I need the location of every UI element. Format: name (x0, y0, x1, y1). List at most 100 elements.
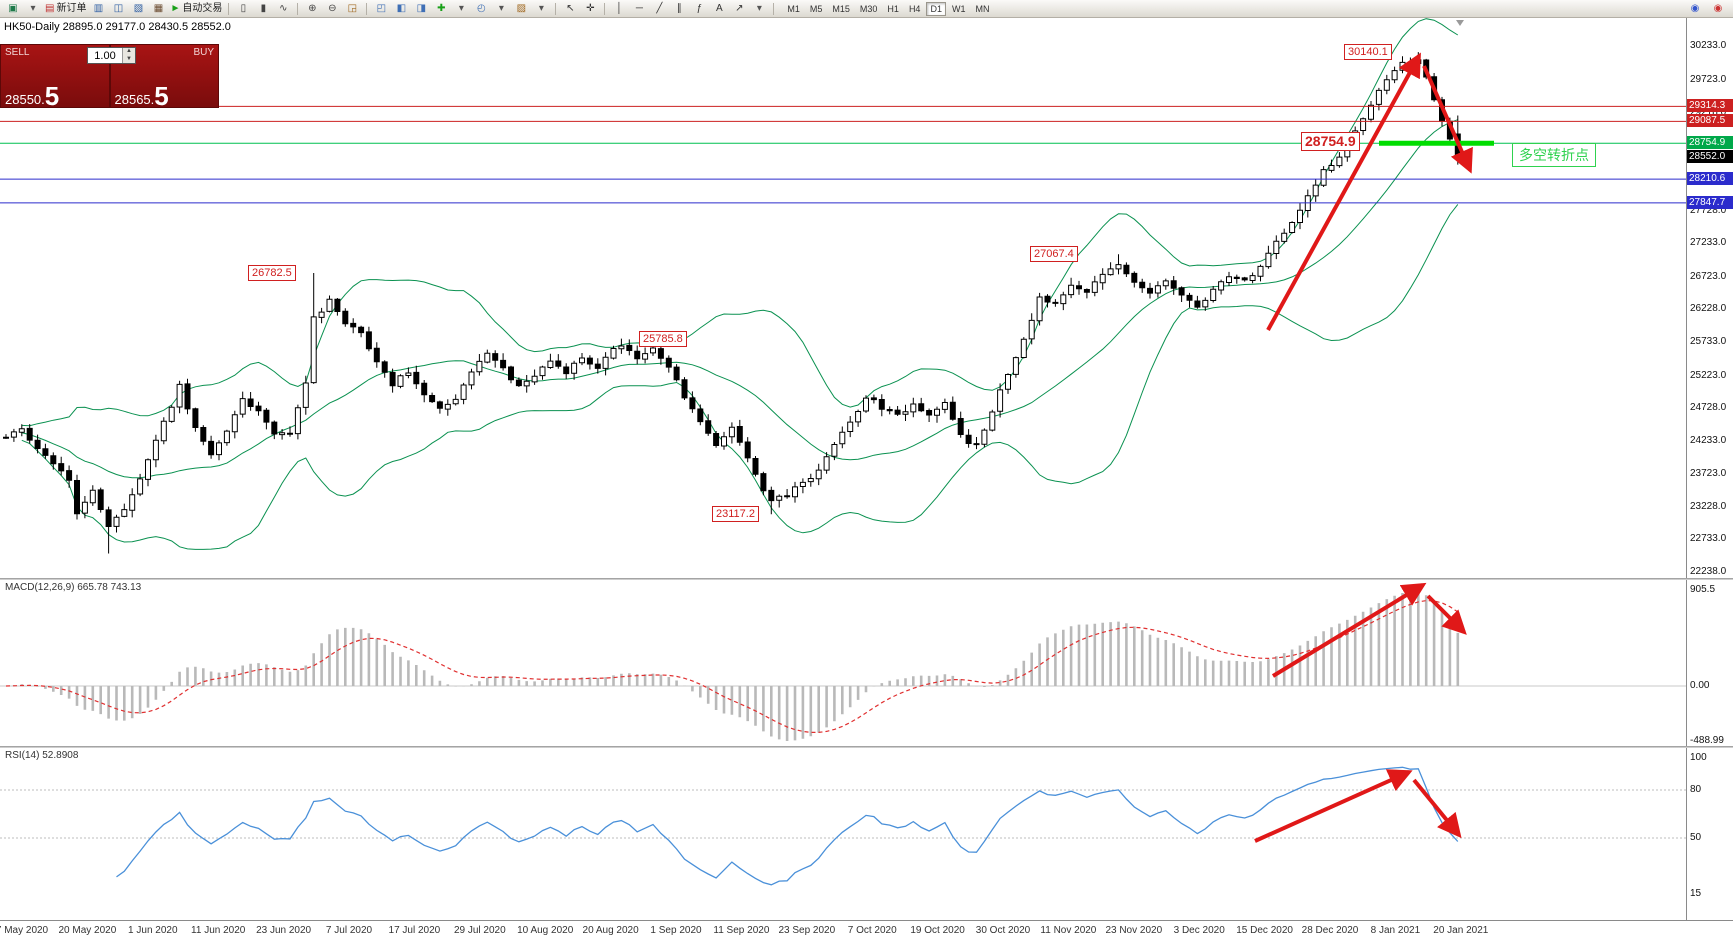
tile-vertical-button[interactable]: ◨ (411, 1, 431, 17)
timeframe-m5-button[interactable]: M5 (809, 3, 823, 14)
templates-button[interactable]: ▨ (511, 1, 531, 17)
terminal-button[interactable]: ▦ (148, 1, 168, 17)
profiles-icon: ▾ (30, 2, 36, 14)
tile-windows-button[interactable]: ◲ (342, 1, 362, 17)
navigator-icon: ▧ (133, 2, 144, 14)
trendline-icon: ╱ (656, 2, 663, 14)
text-icon: A (716, 2, 723, 14)
price-tick: 25733.0 (1690, 336, 1727, 348)
price-tick: 23228.0 (1690, 500, 1727, 512)
horizontal-line-button[interactable]: ─ (629, 1, 649, 17)
date-axis[interactable]: 7 May 2020 20 May 2020 1 Jun 2020 11 Jun 20… (0, 920, 1733, 944)
date-label: 7 Oct 2020 (847, 925, 897, 936)
price-tick: 29723.0 (1690, 73, 1727, 85)
channel-button[interactable]: ∥ (669, 1, 689, 17)
trend-arrow-rsi[interactable] (1254, 769, 1413, 843)
turning-point-note: 多空转折点 (1512, 143, 1596, 167)
date-label: 15 Dec 2020 (1236, 925, 1293, 936)
date-label: 11 Jun 2020 (191, 925, 246, 936)
indicators-button[interactable]: ✚ (431, 1, 451, 17)
bollinger-lower-band (21, 204, 1459, 550)
new-chart-button[interactable]: ▣ (3, 1, 23, 17)
macd-signal-line (5, 599, 1459, 733)
timeframe-h4-button[interactable]: H4 (908, 3, 921, 14)
date-label: 20 Jan 2021 (1433, 925, 1489, 936)
chart-candles-button[interactable]: ▮ (253, 1, 273, 17)
autotrading-button-label: 自动交易 (182, 2, 223, 14)
timeframe-d1-button[interactable]: D1 (926, 1, 946, 16)
volume-spinner: ▲ ▼ (122, 48, 135, 63)
candle-wicks (5, 52, 1459, 554)
rsi-tick: 100 (1690, 752, 1707, 763)
trend-arrow-main[interactable] (1422, 65, 1473, 174)
tile-windows-icon: ◲ (347, 2, 358, 14)
toolbar-right-group: ◉ ◉ (1685, 1, 1730, 17)
date-label: 23 Nov 2020 (1105, 925, 1163, 936)
toolbar-separator (228, 2, 230, 15)
new-order-button[interactable]: ▤ 新订单 (43, 1, 88, 17)
timeframe-mn-button[interactable]: MN (975, 3, 990, 14)
text-button[interactable]: A (709, 1, 729, 17)
date-label: 29 Jul 2020 (453, 925, 506, 936)
bull-candles (10, 59, 1422, 527)
macd-panel-separator[interactable] (0, 578, 1733, 580)
arrows-button[interactable]: ↗ (729, 1, 749, 17)
chart-line-button[interactable]: ∿ (273, 1, 293, 17)
indicators-icon: ✚ (437, 2, 446, 14)
crosshair-button[interactable]: ✛ (580, 1, 600, 17)
trend-arrow-rsi[interactable] (1412, 778, 1462, 839)
symbol-ohlc-line: HK50-Daily 28895.0 29177.0 28430.5 28552… (4, 21, 231, 33)
channel-icon: ∥ (676, 2, 682, 14)
rsi-panel-separator[interactable] (0, 746, 1733, 748)
alert-indicator-icon[interactable]: ◉ (1713, 2, 1723, 14)
trend-arrow-macd[interactable] (1271, 582, 1427, 678)
trendline-button[interactable]: ╱ (649, 1, 669, 17)
timeframe-m30-button[interactable]: M30 (859, 3, 878, 14)
price-axis[interactable]: 30233.029723.029218.028713.028208.027728… (1686, 18, 1733, 944)
zoom-out-button[interactable]: ⊖ (322, 1, 342, 17)
price-tag-27847.7: 27847.7 (1687, 195, 1733, 209)
periods-dropdown[interactable]: ▾ (491, 1, 511, 17)
timeframe-w1-button[interactable]: W1 (951, 3, 966, 14)
volume-input[interactable] (88, 48, 122, 63)
indicators-icon: ▾ (458, 2, 464, 14)
trend-arrow-macd[interactable] (1426, 594, 1467, 635)
date-label: 30 Oct 2020 (975, 925, 1031, 936)
price-tick: 25223.0 (1690, 369, 1727, 381)
timeframe-h1-button[interactable]: H1 (887, 3, 899, 14)
cursor-button[interactable]: ↖ (560, 1, 580, 17)
macd-tick: 0.00 (1690, 680, 1710, 691)
chart-shift-marker (1456, 20, 1464, 26)
cascade-windows-button[interactable]: ◰ (371, 1, 391, 17)
timeframe-m15-button[interactable]: M15 (832, 3, 850, 14)
autotrading-icon: ► (170, 2, 181, 14)
shapes-dropdown[interactable]: ▾ (749, 1, 769, 17)
navigator-button[interactable]: ▧ (128, 1, 148, 17)
templates-dropdown[interactable]: ▾ (531, 1, 551, 17)
fibonacci-button[interactable]: ƒ (689, 1, 709, 17)
price-tick: 22733.0 (1690, 533, 1727, 545)
bear-candles (3, 59, 1461, 527)
chart-bars-button[interactable]: ▯ (233, 1, 253, 17)
data-window-button[interactable]: ◫ (108, 1, 128, 17)
date-label: 20 Aug 2020 (582, 925, 639, 936)
toolbar-separator (555, 2, 557, 15)
price-tag-29314.3: 29314.3 (1687, 99, 1733, 113)
zoom-in-button[interactable]: ⊕ (302, 1, 322, 17)
news-indicator-icon[interactable]: ◉ (1690, 2, 1700, 14)
autotrading-button[interactable]: ► 自动交易 (168, 1, 224, 17)
trend-arrow-main[interactable] (1266, 52, 1421, 331)
crosshair-icon: ✛ (586, 2, 595, 14)
new-order-button-label: 新订单 (56, 2, 87, 14)
vertical-line-button[interactable]: │ (609, 1, 629, 17)
tile-horizontal-button[interactable]: ◧ (391, 1, 411, 17)
profiles-dropdown[interactable]: ▾ (23, 1, 43, 17)
indicators-dropdown[interactable]: ▾ (451, 1, 471, 17)
timeframe-m1-button[interactable]: M1 (787, 3, 800, 14)
volume-down-button[interactable]: ▼ (123, 55, 135, 63)
volume-up-button[interactable]: ▲ (123, 48, 135, 56)
price-tick: 24728.0 (1690, 402, 1727, 414)
market-watch-button[interactable]: ▥ (88, 1, 108, 17)
periods-button[interactable]: ◴ (471, 1, 491, 17)
